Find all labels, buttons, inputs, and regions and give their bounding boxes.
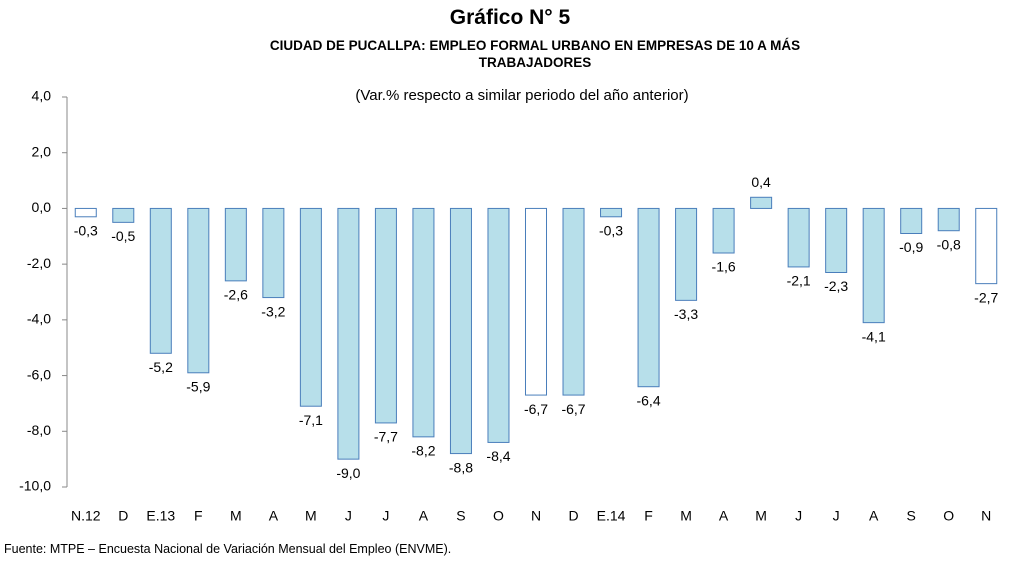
bar <box>449 207 472 455</box>
value-label: -7,7 <box>374 429 398 445</box>
y-tick-label: -10,0 <box>19 478 51 494</box>
x-tick-label: E.14 <box>597 508 626 524</box>
value-label: -1,6 <box>712 259 736 275</box>
x-tick-label: D <box>568 508 578 524</box>
x-tick-label: F <box>194 508 203 524</box>
y-tick-label: -2,0 <box>27 255 51 271</box>
value-label: -7,1 <box>299 412 323 428</box>
x-tick-label: A <box>869 508 879 524</box>
x-tick-label: O <box>493 508 504 524</box>
bar <box>900 207 923 235</box>
chart-subtitle: CIUDAD DE PUCALLPA: EMPLEO FORMAL URBANO… <box>269 38 801 70</box>
x-tick-label: J <box>382 508 389 524</box>
bar <box>112 207 135 223</box>
value-label: -0,9 <box>899 239 923 255</box>
x-tick-label: E.13 <box>146 508 175 524</box>
y-tick-label: -8,0 <box>27 422 51 438</box>
value-label: -3,3 <box>674 306 698 322</box>
bar <box>600 207 623 218</box>
bar <box>187 207 210 374</box>
x-tick-label: M <box>230 508 242 524</box>
bar <box>524 207 548 396</box>
value-label: -2,3 <box>824 278 848 294</box>
x-tick-label: J <box>345 508 352 524</box>
x-tick-label: J <box>795 508 802 524</box>
value-label: -2,1 <box>787 273 811 289</box>
x-tick-label: N <box>531 508 541 524</box>
value-label: -0,5 <box>111 228 135 244</box>
bar <box>74 207 97 218</box>
bar <box>224 207 247 282</box>
y-tick-label: -6,0 <box>27 366 51 382</box>
x-tick-label: M <box>680 508 692 524</box>
value-label: -5,2 <box>149 359 173 375</box>
x-tick-label: S <box>907 508 916 524</box>
x-tick-label: A <box>419 508 429 524</box>
x-tick-label: M <box>755 508 767 524</box>
bar <box>787 207 810 268</box>
bar <box>637 207 660 388</box>
bar <box>374 207 397 424</box>
bar <box>149 207 172 354</box>
value-label: -2,6 <box>224 287 248 303</box>
value-label: -5,9 <box>186 378 210 394</box>
y-tick-label: -4,0 <box>27 311 51 327</box>
x-tick-label: A <box>269 508 279 524</box>
value-label: -6,7 <box>561 401 585 417</box>
y-tick-label: 2,0 <box>32 143 52 159</box>
chart-source: Fuente: MTPE – Encuesta Nacional de Vari… <box>4 542 452 556</box>
value-label: -6,4 <box>636 392 660 408</box>
bar <box>712 207 735 254</box>
x-tick-label: S <box>456 508 465 524</box>
value-label: -0,8 <box>937 236 961 252</box>
x-tick-label: J <box>833 508 840 524</box>
bar <box>562 207 585 396</box>
y-tick-label: 4,0 <box>32 88 52 104</box>
y-tick-label: 0,0 <box>32 199 52 215</box>
x-tick-label: D <box>118 508 128 524</box>
chart-note: (Var.% respecto a similar periodo del añ… <box>355 87 689 104</box>
chart-title: Gráfico N° 5 <box>449 6 571 29</box>
value-label: -0,3 <box>599 222 623 238</box>
bar <box>675 207 698 301</box>
bar <box>487 207 510 443</box>
bar <box>412 207 435 438</box>
value-label: 0,4 <box>751 174 771 190</box>
value-label: -4,1 <box>862 328 886 344</box>
bar <box>262 207 285 299</box>
bar <box>750 196 773 209</box>
value-label: -9,0 <box>336 465 360 481</box>
value-label: -2,7 <box>974 289 998 305</box>
bar <box>299 207 322 407</box>
x-tick-label: M <box>305 508 317 524</box>
value-label: -3,2 <box>261 303 285 319</box>
value-label: -8,2 <box>411 443 435 459</box>
bar <box>937 207 960 232</box>
x-tick-label: O <box>943 508 954 524</box>
x-tick-label: F <box>644 508 653 524</box>
x-tick-label: N <box>981 508 991 524</box>
bar <box>975 207 998 285</box>
value-label: -0,3 <box>74 222 98 238</box>
value-label: -8,8 <box>449 459 473 475</box>
bar <box>862 207 885 324</box>
value-label: -6,7 <box>524 401 548 417</box>
value-label: -8,4 <box>486 448 510 464</box>
x-tick-label: A <box>719 508 729 524</box>
bar <box>825 207 848 273</box>
bar <box>337 207 360 460</box>
x-tick-label: N.12 <box>71 508 101 524</box>
